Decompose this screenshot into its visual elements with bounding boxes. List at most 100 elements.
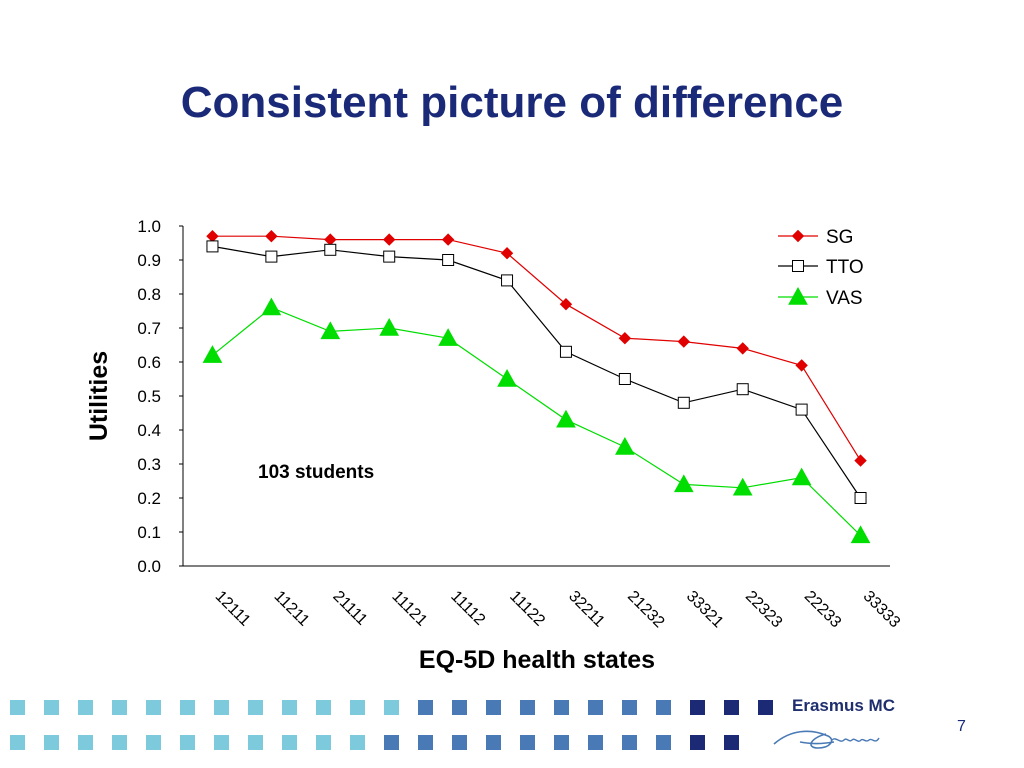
x-tick-label: 22233 xyxy=(801,588,845,632)
data-point-tto xyxy=(501,274,514,287)
data-point-sg xyxy=(854,454,867,467)
footer-square xyxy=(214,735,229,750)
data-point-sg xyxy=(618,331,632,345)
footer-square xyxy=(180,700,195,715)
data-point-vas xyxy=(673,474,694,493)
footer-square xyxy=(724,700,739,715)
footer-square xyxy=(316,735,331,750)
footer-square xyxy=(10,700,25,715)
footer-square xyxy=(78,735,93,750)
data-point-vas xyxy=(202,345,223,363)
footer-square xyxy=(44,735,59,750)
x-tick-label: 12111 xyxy=(212,588,254,630)
y-tick-label: 1.0 xyxy=(137,217,161,236)
footer-square xyxy=(112,700,127,715)
page-number: 7 xyxy=(957,718,966,735)
footer-square xyxy=(282,735,297,750)
footer-square xyxy=(10,735,25,750)
footer-square xyxy=(452,735,467,750)
footer-square xyxy=(690,700,705,715)
footer-square xyxy=(384,735,399,750)
footer-square xyxy=(384,700,399,715)
data-point-sg xyxy=(559,297,573,311)
footer-square xyxy=(554,700,569,715)
x-tick-label: 11112 xyxy=(447,588,488,629)
data-point-tto xyxy=(206,240,219,253)
x-axis-title: EQ-5D health states xyxy=(419,646,655,674)
footer-square xyxy=(214,700,229,715)
y-tick-label: 0.7 xyxy=(137,319,161,338)
data-point-sg xyxy=(736,342,749,355)
footer-square xyxy=(588,700,603,715)
y-axis-title: Utilities xyxy=(85,351,113,441)
legend-label-tto: TTO xyxy=(826,257,864,278)
y-tick-label: 0.2 xyxy=(137,489,161,508)
data-point-tto xyxy=(559,345,572,358)
x-tick-label: 32211 xyxy=(565,588,608,631)
legend-marker-tto xyxy=(792,260,804,272)
series-line-vas xyxy=(212,306,861,536)
erasmus-signature-logo xyxy=(773,730,880,749)
chart-annotation: 103 students xyxy=(258,462,374,483)
slide-title: Consistent picture of difference xyxy=(180,78,844,127)
footer-square xyxy=(146,700,161,715)
data-point-tto xyxy=(854,492,867,504)
x-tick-label: 33333 xyxy=(860,588,904,632)
footer-square xyxy=(248,700,263,715)
data-point-vas xyxy=(320,321,341,340)
footer-square xyxy=(350,735,365,750)
y-tick-label: 0.4 xyxy=(137,421,161,440)
data-point-tto xyxy=(383,250,396,263)
data-point-sg xyxy=(265,229,278,243)
data-point-sg xyxy=(383,233,396,246)
data-point-sg xyxy=(206,229,219,243)
footer-square xyxy=(486,700,501,715)
footer-square xyxy=(486,735,501,750)
y-tick-label: 0.0 xyxy=(137,557,161,576)
data-point-tto xyxy=(677,396,690,409)
footer-square xyxy=(350,700,365,715)
data-point-tto xyxy=(324,243,337,256)
y-tick-label: 0.6 xyxy=(137,353,161,372)
footer-square xyxy=(180,735,195,750)
footer-square xyxy=(520,735,535,750)
legend-marker-sg xyxy=(791,229,805,243)
footer-square xyxy=(112,735,127,750)
data-point-vas xyxy=(791,467,812,486)
footer-square xyxy=(44,700,59,715)
data-point-vas xyxy=(556,409,576,428)
x-tick-label: 11211 xyxy=(271,588,313,630)
x-tick-label: 11121 xyxy=(388,588,430,630)
series-line-tto xyxy=(212,245,862,499)
series-line-sg xyxy=(212,235,862,461)
footer-square xyxy=(656,735,671,750)
data-point-tto xyxy=(736,383,749,396)
footer-square xyxy=(452,700,467,715)
data-point-sg xyxy=(441,233,455,246)
footer-square xyxy=(316,700,331,715)
y-tick-label: 0.5 xyxy=(137,387,161,406)
footer-square xyxy=(520,700,535,715)
data-point-vas xyxy=(438,328,458,346)
legend-label-sg: SG xyxy=(826,227,853,248)
y-tick-label: 0.3 xyxy=(137,455,161,474)
data-point-tto xyxy=(795,403,808,416)
data-point-sg xyxy=(324,233,337,246)
footer-square xyxy=(622,735,637,750)
footer-square xyxy=(554,735,569,750)
y-tick-label: 0.8 xyxy=(137,285,161,304)
data-point-tto xyxy=(618,373,631,385)
footer-square xyxy=(758,700,773,715)
x-tick-label: 21111 xyxy=(329,588,370,629)
footer-square xyxy=(690,735,705,750)
legend-marker-vas xyxy=(788,286,808,305)
data-point-vas xyxy=(379,317,400,336)
footer-square xyxy=(418,735,433,750)
footer-square xyxy=(78,700,93,715)
legend-label-vas: VAS xyxy=(826,288,863,309)
data-point-vas xyxy=(615,436,635,455)
data-point-tto xyxy=(442,254,455,266)
data-point-vas xyxy=(732,477,753,496)
y-tick-label: 0.9 xyxy=(137,251,161,270)
footer-square xyxy=(282,700,297,715)
